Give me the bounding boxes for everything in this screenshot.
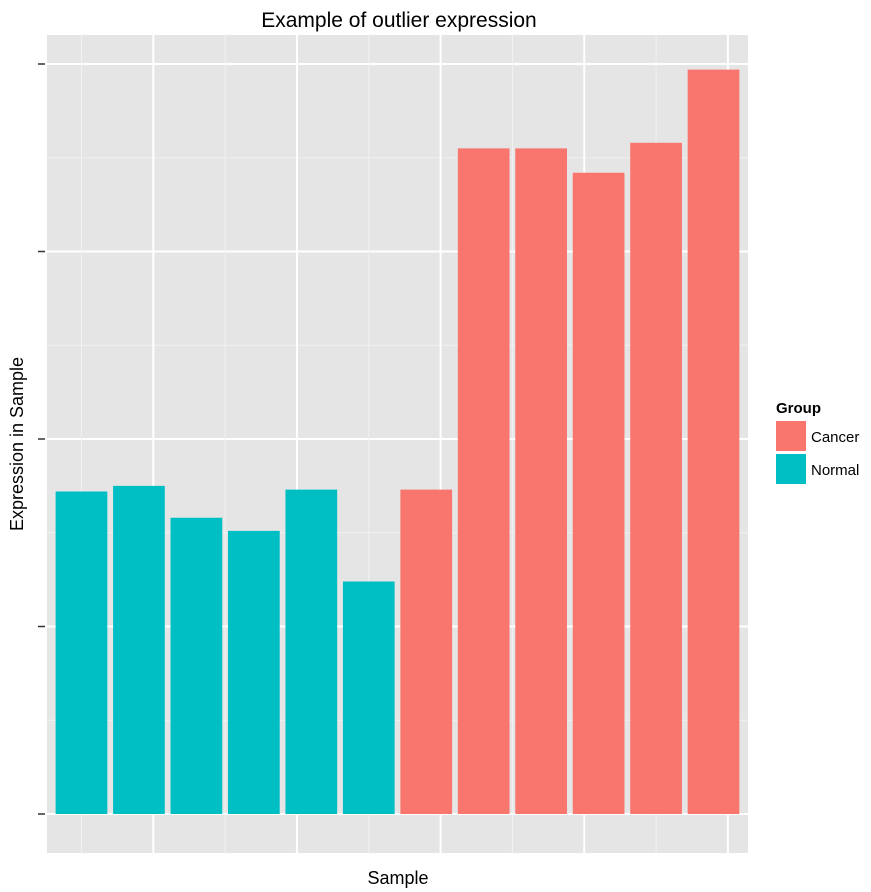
bar-cancer xyxy=(630,142,682,814)
bar-cancer xyxy=(687,69,740,814)
legend-title: Group xyxy=(776,400,821,417)
bar-cancer xyxy=(400,489,453,814)
bar-cancer xyxy=(457,148,510,814)
bar-normal xyxy=(285,489,338,814)
chart-title: Example of outlier expression xyxy=(261,9,536,32)
legend-label-cancer: Cancer xyxy=(811,429,859,446)
legend-label-normal: Normal xyxy=(811,462,859,479)
bars xyxy=(55,69,740,814)
bar-cancer xyxy=(572,172,625,814)
bar-cancer xyxy=(515,148,568,814)
x-axis-label: Sample xyxy=(367,868,428,888)
legend-swatch-normal xyxy=(776,454,806,484)
legend-swatch-cancer xyxy=(776,421,806,451)
bar-normal xyxy=(342,581,395,814)
y-axis-ticks xyxy=(38,63,45,815)
legend: Group Cancer Normal xyxy=(776,400,859,484)
y-axis-label: Expression in Sample xyxy=(7,357,27,531)
bar-normal xyxy=(113,485,165,814)
bar-normal xyxy=(55,491,108,814)
bar-normal xyxy=(227,530,280,814)
bar-normal xyxy=(170,517,223,814)
